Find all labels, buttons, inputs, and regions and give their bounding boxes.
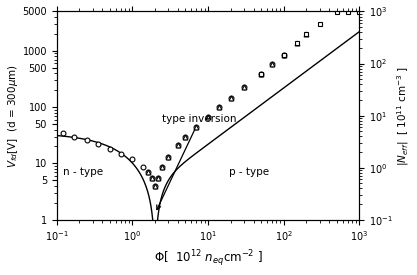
Y-axis label: $|N_{eff}|$  [ $10^{11}$ cm$^{-3}$ ]: $|N_{eff}|$ [ $10^{11}$ cm$^{-3}$ ]	[396, 65, 412, 166]
Text: n - type: n - type	[63, 167, 103, 177]
Text: type inversion: type inversion	[157, 114, 237, 210]
Y-axis label: $V_{fd}$[V]  (d = 300$\mu$m): $V_{fd}$[V] (d = 300$\mu$m)	[5, 64, 20, 167]
X-axis label: $\Phi$[  $10^{12}$ $n_{eq}$cm$^{-2}$ ]: $\Phi$[ $10^{12}$ $n_{eq}$cm$^{-2}$ ]	[153, 249, 262, 270]
Text: p - type: p - type	[229, 167, 269, 177]
